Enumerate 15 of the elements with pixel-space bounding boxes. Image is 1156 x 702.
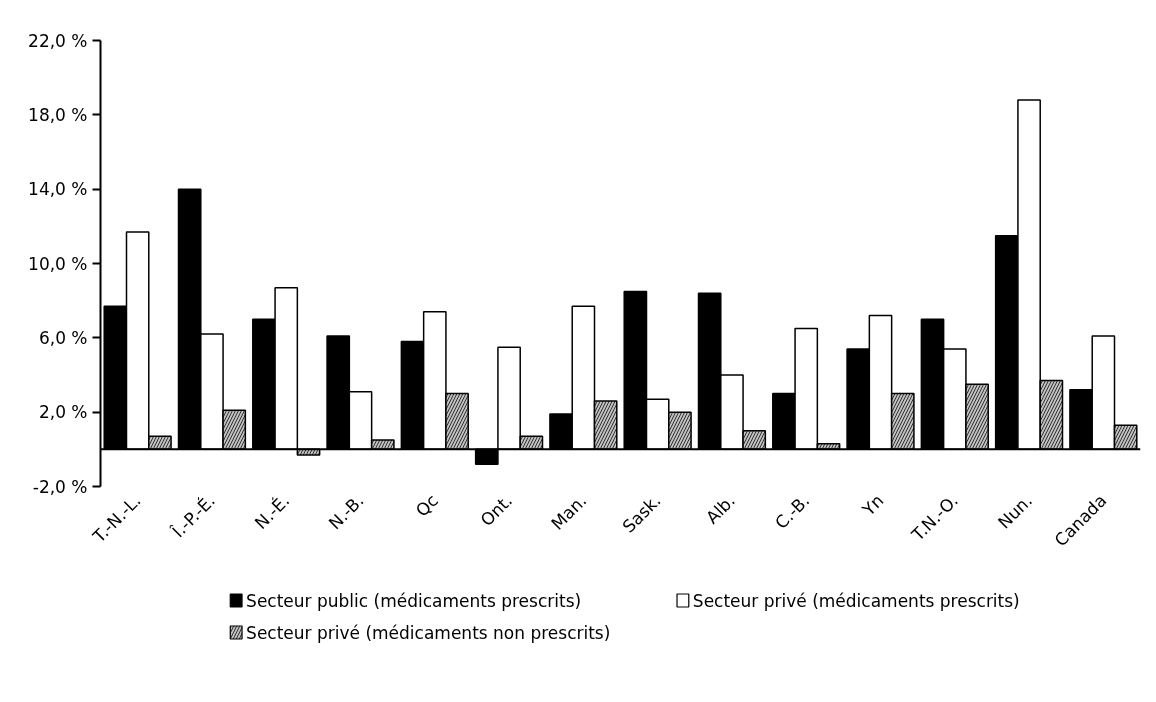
y-tick-label: 2,0 %	[38, 402, 88, 423]
legend-label: Secteur public (médicaments prescrits)	[246, 590, 582, 611]
x-tick-label: Ont.	[476, 490, 517, 531]
x-tick-label: Nun.	[993, 490, 1037, 533]
y-tick-label: 18,0 %	[28, 104, 88, 125]
y-tick-label: 22,0 %	[28, 30, 88, 51]
y-tick-label: 10,0 %	[28, 253, 88, 274]
legend-label: Secteur privé (médicaments non prescrits)	[246, 622, 611, 643]
x-tick-label: Yn	[857, 490, 888, 521]
y-tick-label: 14,0 %	[28, 179, 88, 200]
legend-label: Secteur privé (médicaments prescrits)	[692, 590, 1020, 611]
y-tick-label: -2,0 %	[32, 476, 88, 497]
x-tick-label: Alb.	[701, 490, 740, 528]
y-tick-label: 6,0 %	[38, 327, 88, 348]
x-tick-label: Qc	[411, 490, 442, 521]
